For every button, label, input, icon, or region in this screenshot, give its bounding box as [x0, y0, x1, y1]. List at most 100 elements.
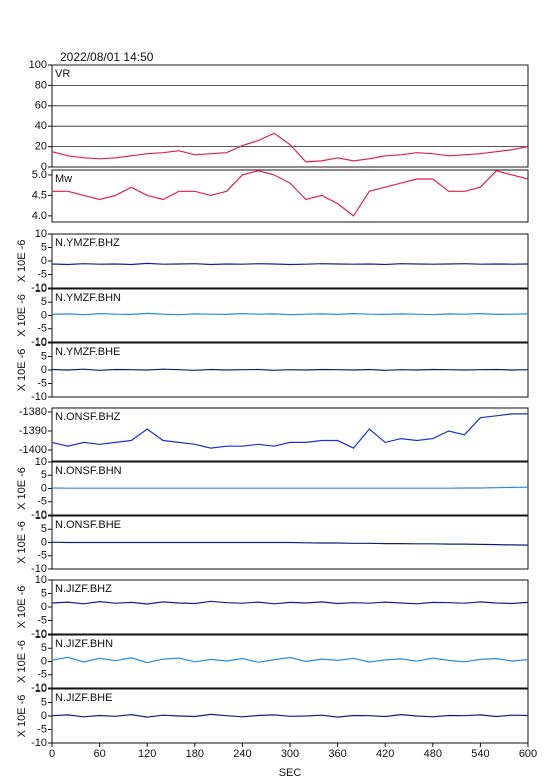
x-tick-label: 60	[93, 748, 105, 760]
y-tick-label: 0	[41, 655, 47, 667]
data-line	[51, 713, 529, 718]
y-tick-label: 5	[41, 350, 47, 362]
series-label: N.ONSF.BHN	[55, 465, 122, 477]
panel-frame	[51, 64, 529, 168]
y-tick-label: 100	[29, 59, 47, 71]
panel-frame	[51, 407, 529, 462]
x-tick-label: 540	[471, 748, 489, 760]
y-tick-label: -1380	[19, 406, 47, 418]
x-tick-label: 120	[138, 748, 156, 760]
y-tick-label: 0	[41, 255, 47, 267]
y-tick-label: 10	[35, 510, 47, 522]
y-tick-label: 0	[41, 710, 47, 722]
y-tick-label: 5	[41, 642, 47, 654]
y-tick-label: -1400	[19, 444, 47, 456]
series-label: N.YMZF.BHZ	[55, 237, 120, 249]
y-tick-label: 10	[35, 456, 47, 468]
y-tick-label: 4.5	[32, 189, 47, 201]
series-label: N.YMZF.BHN	[55, 292, 121, 304]
data-line	[52, 170, 529, 217]
data-line	[51, 541, 529, 546]
y-tick-label: 5	[41, 696, 47, 708]
x-tick-label: 0	[49, 748, 55, 760]
data-line	[51, 600, 529, 605]
chart-title: 2022/08/01 14:50	[60, 50, 154, 64]
panel-frame	[51, 233, 529, 289]
y-tick-label: 10	[35, 574, 47, 586]
y-tick-label: -5	[37, 323, 47, 335]
y-tick-label: 4.0	[32, 210, 47, 222]
series-label: N.ONSF.BHZ	[55, 411, 121, 423]
x-tick-label: 300	[281, 748, 299, 760]
panel-frame	[51, 169, 529, 223]
data-line	[51, 368, 529, 371]
y-tick-label: 10	[35, 228, 47, 240]
y-tick-label: 5	[41, 523, 47, 535]
series-label: N.ONSF.BHE	[55, 519, 121, 531]
y-tick-label: -10	[31, 628, 47, 640]
data-line	[51, 656, 529, 664]
y-axis-label: X 10E -6	[16, 586, 28, 629]
y-tick-label: -5	[37, 377, 47, 389]
y-axis-label: X 10E -6	[16, 521, 28, 564]
y-tick-label: -5	[37, 614, 47, 626]
y-tick-label: -10	[31, 563, 47, 575]
y-tick-label: 0	[41, 309, 47, 321]
y-tick-label: 0	[41, 601, 47, 613]
x-tick-label: 180	[186, 748, 204, 760]
data-line	[51, 486, 529, 489]
y-tick-label: 10	[35, 629, 47, 641]
x-tick-label: 480	[424, 748, 442, 760]
y-axis-label: X 10E -6	[16, 349, 28, 392]
series-label: N.YMZF.BHE	[55, 346, 120, 358]
y-tick-label: 5	[41, 296, 47, 308]
series-label: N.JIZF.BHN	[55, 638, 113, 650]
y-tick-label: 0	[41, 482, 47, 494]
series-label: N.JIZF.BHE	[55, 692, 112, 704]
y-tick-label: -10	[31, 282, 47, 294]
y-tick-label: 60	[35, 100, 47, 112]
y-tick-label: 0	[41, 536, 47, 548]
y-tick-label: 20	[35, 141, 47, 153]
y-tick-label: -10	[31, 737, 47, 749]
y-tick-label: 10	[35, 683, 47, 695]
y-tick-label: 10	[35, 283, 47, 295]
x-tick-label: 420	[376, 748, 394, 760]
y-tick-label: 0	[41, 161, 47, 173]
x-axis-label: SEC	[279, 767, 302, 779]
y-tick-label: -5	[37, 550, 47, 562]
data-line	[51, 312, 529, 316]
panel-frame	[51, 288, 529, 343]
y-tick-label: -5	[37, 268, 47, 280]
x-tick-label: 240	[233, 748, 251, 760]
y-tick-label: -10	[31, 682, 47, 694]
y-tick-label: -10	[31, 336, 47, 348]
y-tick-label: 5.0	[32, 169, 47, 181]
y-tick-label: 10	[35, 337, 47, 349]
y-tick-label: -10	[31, 391, 47, 403]
y-tick-label: -1390	[19, 425, 47, 437]
y-tick-label: 0	[41, 364, 47, 376]
y-tick-label: 5	[41, 469, 47, 481]
series-label: N.JIZF.BHZ	[55, 583, 112, 595]
series-label: VR	[55, 68, 70, 80]
data-line	[51, 132, 529, 163]
y-axis-label: X 10E -6	[16, 294, 28, 337]
data-line	[51, 262, 529, 266]
y-tick-label: -10	[31, 509, 47, 521]
panel-frame	[51, 579, 529, 635]
y-tick-label: 80	[35, 79, 47, 91]
data-line	[51, 413, 528, 449]
series-label: Mw	[55, 173, 72, 185]
y-tick-label: 5	[41, 587, 47, 599]
y-axis-label: X 10E -6	[16, 467, 28, 510]
y-tick-label: -5	[37, 723, 47, 735]
x-tick-label: 600	[519, 748, 537, 760]
y-tick-label: 5	[41, 241, 47, 253]
y-tick-label: 40	[35, 120, 47, 132]
y-axis-label: X 10E -6	[16, 640, 28, 683]
y-axis-label: X 10E -6	[16, 240, 28, 283]
y-axis-label: X 10E -6	[16, 695, 28, 738]
x-tick-label: 360	[328, 748, 346, 760]
